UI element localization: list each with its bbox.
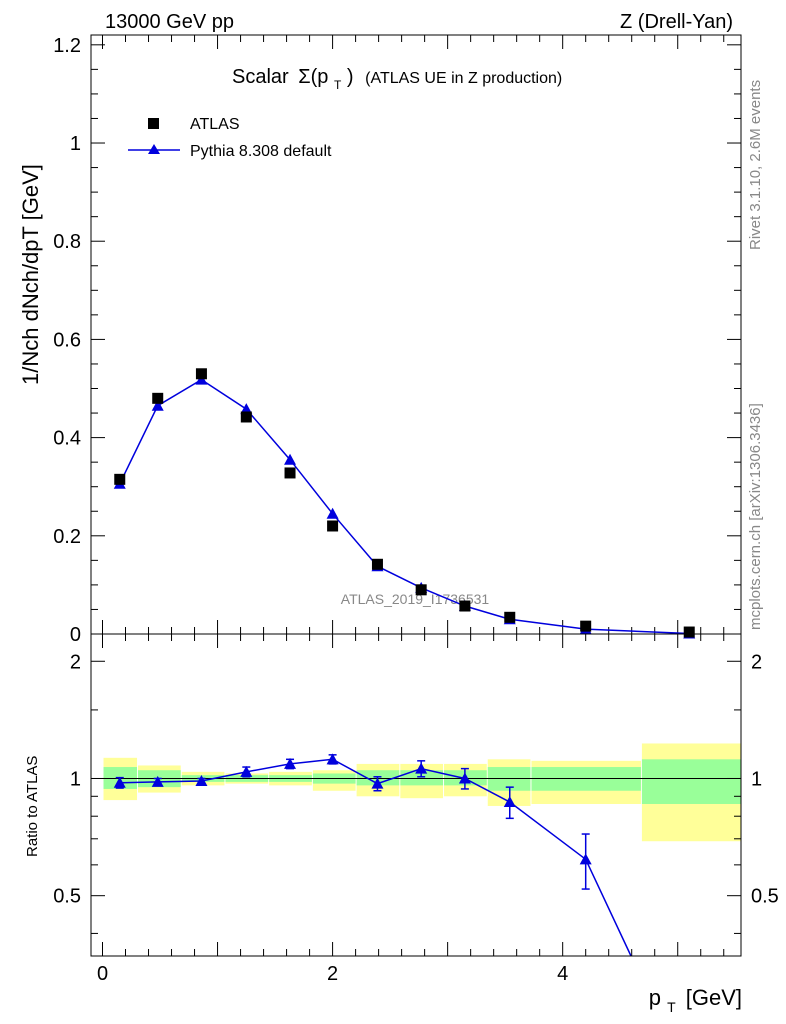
title-sub: T bbox=[334, 78, 342, 92]
bottom-ylabel: Ratio to ATLAS bbox=[24, 756, 41, 857]
x-tick-label: 0 bbox=[97, 963, 108, 985]
header-right: Z (Drell-Yan) bbox=[620, 11, 733, 33]
ratio-point bbox=[415, 762, 428, 774]
bottom-ytick-label: 1 bbox=[70, 768, 81, 790]
ratio-point bbox=[579, 853, 592, 865]
bottom-frame bbox=[90, 633, 742, 957]
legend-data-label: ATLAS bbox=[190, 116, 240, 133]
top-ytick-label: 0.2 bbox=[53, 526, 81, 548]
x-tick-label: 2 bbox=[327, 963, 338, 985]
mcplots-label: mcplots.cern.ch [arXiv:1306.3436] bbox=[747, 403, 764, 630]
top-ytick-label: 0 bbox=[70, 624, 81, 646]
ratio-band-inner bbox=[400, 770, 444, 786]
title-main: Scalar bbox=[232, 66, 289, 88]
mc-point bbox=[284, 453, 297, 465]
data-point bbox=[152, 392, 164, 404]
chart-marks: 0 0.2 0.4 0.6 0.8 1 1.2 0.5 0.5 1 1 2 2 0 2 4 bbox=[53, 35, 779, 985]
ratio-point bbox=[240, 765, 253, 777]
legend-mc-marker bbox=[148, 144, 160, 154]
title-close: ) bbox=[347, 66, 354, 88]
legend-mc-label: Pythia 8.308 default bbox=[190, 143, 332, 160]
title-sigma: Σ(p bbox=[298, 66, 328, 88]
top-ylabel-text: 1/Nch dNch/dpT [GeV] bbox=[18, 164, 43, 385]
mc-line bbox=[119, 378, 690, 635]
ratio-point bbox=[458, 772, 471, 784]
data-point bbox=[504, 611, 516, 623]
header-left: 13000 GeV pp bbox=[105, 11, 234, 33]
ratio-point bbox=[371, 777, 384, 789]
data-point bbox=[114, 473, 126, 485]
ratio-point bbox=[151, 775, 164, 787]
x-title-main: p bbox=[649, 985, 661, 1010]
data-point bbox=[683, 626, 695, 638]
top-ytick-label: 0.8 bbox=[53, 231, 81, 253]
ratio-line bbox=[119, 758, 632, 957]
mc-point bbox=[151, 399, 164, 411]
title-rest: (ATLAS UE in Z production) bbox=[365, 70, 562, 87]
top-ylabel: 1/Nch dNch/dpT [GeV] bbox=[18, 164, 43, 385]
ratio-band-inner bbox=[641, 759, 741, 804]
data-point bbox=[580, 620, 592, 632]
ratio-point bbox=[113, 776, 126, 788]
bottom-ytick-label-right: 2 bbox=[751, 651, 762, 673]
rivet-label: Rivet 3.1.10, 2.6M events bbox=[747, 80, 764, 250]
bottom-ytick-label-right: 1 bbox=[751, 768, 762, 790]
ratio-point bbox=[503, 796, 516, 808]
top-ytick-label: 0.6 bbox=[53, 329, 81, 351]
data-point bbox=[327, 520, 339, 532]
bottom-ytick-label: 0.5 bbox=[53, 886, 81, 908]
top-ytick-label: 1 bbox=[70, 133, 81, 155]
x-axis-title: p T [GeV] bbox=[649, 985, 742, 1017]
data-point bbox=[284, 467, 296, 479]
mc-point bbox=[326, 507, 339, 519]
ratio-point bbox=[284, 757, 297, 769]
data-point bbox=[415, 584, 427, 596]
top-ytick-label: 1.2 bbox=[53, 35, 81, 57]
ratio-bands bbox=[103, 743, 741, 842]
x-tick-label: 4 bbox=[557, 963, 568, 985]
x-title-unit: [GeV] bbox=[686, 985, 742, 1010]
legend-data-marker bbox=[148, 118, 159, 129]
ratio-point bbox=[195, 775, 208, 787]
data-point bbox=[240, 411, 252, 423]
plot-title: Scalar Σ(p T ) (ATLAS UE in Z production… bbox=[232, 66, 562, 94]
data-point bbox=[371, 558, 383, 570]
mc-point bbox=[240, 403, 253, 415]
ratio-point bbox=[326, 753, 339, 765]
top-frame bbox=[90, 34, 742, 635]
bottom-ytick-label-right: 0.5 bbox=[751, 886, 779, 908]
bottom-ytick-label: 2 bbox=[70, 651, 81, 673]
data-point bbox=[195, 368, 207, 380]
top-ytick-label: 0.4 bbox=[53, 428, 81, 450]
data-point bbox=[459, 600, 471, 612]
analysis-watermark: ATLAS_2019_I1736531 bbox=[341, 591, 490, 607]
x-title-sub: T bbox=[667, 999, 676, 1015]
